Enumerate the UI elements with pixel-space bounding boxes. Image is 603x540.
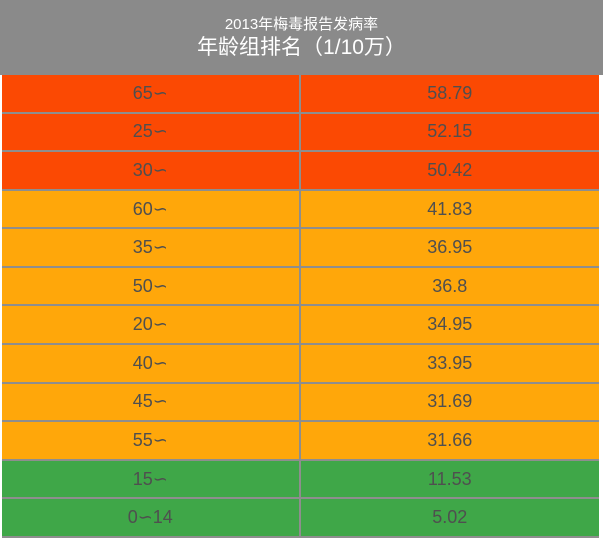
rate-cell: 41.83 [427, 198, 473, 219]
chart-subtitle: 年龄组排名（1/10万） [197, 36, 406, 59]
rate-cell: 36.95 [427, 237, 473, 258]
table-row: 55∽ 31.66 [2, 422, 599, 461]
chart-header: 2013年梅毒报告发病率 年龄组排名（1/10万） [0, 0, 603, 75]
rate-cell: 11.53 [427, 468, 472, 489]
table-row: 40∽ 33.95 [2, 345, 599, 384]
rate-cell: 52.15 [427, 121, 473, 142]
age-group-cell: 55∽ [2, 422, 301, 459]
table-row: 20∽ 34.95 [2, 306, 599, 346]
rate-cell: 34.95 [427, 314, 473, 335]
age-group-cell: 65∽ [2, 75, 301, 112]
rate-cell: 31.66 [427, 429, 473, 450]
age-group-cell: 50∽ [2, 267, 301, 305]
age-group-cell: 30∽ [2, 152, 301, 189]
rate-cell: 36.8 [432, 275, 468, 296]
table-row: 65∽ 58.79 [2, 75, 599, 114]
table-row: 50∽ 36.8 [2, 267, 599, 307]
age-group-cell: 25∽ [2, 113, 301, 151]
table-row: 45∽ 31.69 [2, 383, 599, 423]
age-group-cell: 15∽ [2, 460, 301, 498]
rate-cell: 33.95 [427, 352, 473, 373]
rate-cell: 31.69 [427, 391, 473, 412]
age-group-cell: 45∽ [2, 383, 301, 421]
table-row: 0∽14 5.02 [2, 499, 599, 538]
age-group-cell: 0∽14 [2, 499, 301, 536]
table-row: 25∽ 52.15 [2, 113, 599, 153]
table-row: 35∽ 36.95 [2, 229, 599, 268]
rate-cell: 5.02 [432, 507, 468, 528]
age-group-cell: 35∽ [2, 229, 301, 266]
rate-cell: 50.42 [427, 159, 473, 180]
table-row: 60∽ 41.83 [2, 190, 599, 230]
table-row: 30∽ 50.42 [2, 152, 599, 191]
rate-cell: 58.79 [427, 82, 473, 103]
chart-title: 2013年梅毒报告发病率 [224, 16, 379, 33]
age-group-cell: 60∽ [2, 190, 301, 228]
table-row: 15∽ 11.53 [2, 460, 599, 500]
age-group-cell: 20∽ [2, 306, 301, 344]
age-group-cell: 40∽ [2, 345, 301, 382]
ranking-table: 65∽ 58.79 25∽ 52.15 30∽ 50.42 60∽ 41.83 … [2, 75, 599, 538]
